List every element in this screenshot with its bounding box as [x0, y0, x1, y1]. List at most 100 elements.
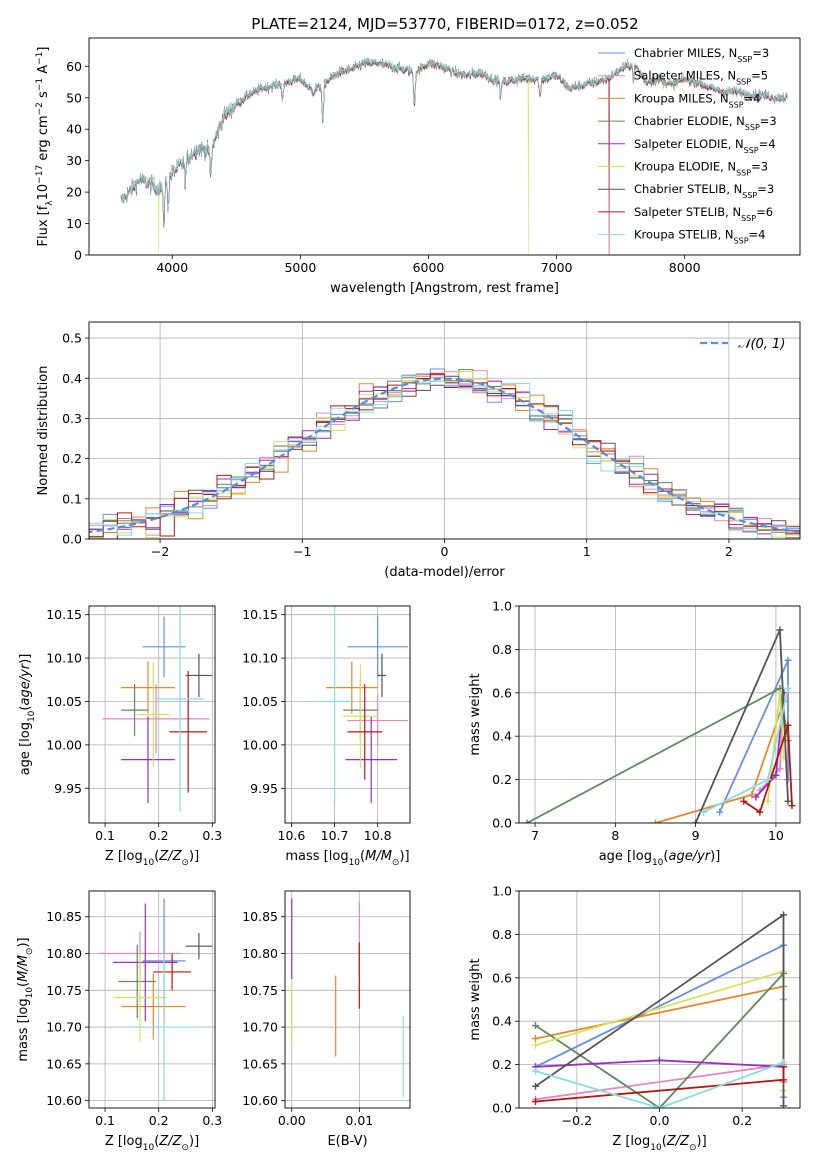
errorbar-point	[121, 716, 175, 804]
mass-weight-line	[535, 1061, 784, 1108]
legend: Chabrier MILES, NSSP=3 Salpeter MILES, NS…	[598, 46, 777, 245]
panel-age_vs_Z: 0.1 0.2 0.3 9.95 10.00 10.05 10.10 10.15 Z [log1…	[18, 605, 222, 868]
y-tick-label: 50	[66, 90, 82, 105]
x-tick-label: 10	[768, 828, 784, 843]
y-tick-label: 10.65	[46, 1056, 82, 1071]
mass-weight-marker	[779, 1102, 787, 1108]
y-tick-label: 0.6	[492, 685, 512, 700]
mass-weight-marker	[532, 1097, 540, 1105]
y-tick-label: 0.0	[62, 532, 82, 547]
x-tick-label: 10.8	[364, 828, 392, 843]
y-tick-label: 30	[66, 153, 82, 168]
mass-weight-marker	[532, 1082, 540, 1090]
x-tick-label: 9	[692, 828, 700, 843]
x-tick-label: 4000	[156, 260, 188, 275]
y-tick-label: 1.0	[492, 884, 512, 899]
errorbar-point	[113, 903, 178, 1022]
mass-weight-marker	[532, 1035, 540, 1043]
figure-title: PLATE=2124, MJD=53770, FIBERID=0172, z=0…	[251, 15, 638, 33]
errorbar-point	[102, 684, 210, 754]
y-tick-label: 60	[66, 59, 82, 74]
legend-entry: Chabrier MILES, NSSP=3	[634, 46, 769, 64]
errorbar-point	[377, 653, 387, 698]
y-tick-label: 0	[74, 248, 82, 263]
y-tick-label: 10.60	[46, 1093, 82, 1108]
plot-area-mass_vs_EBV	[285, 891, 410, 1108]
y-tick-label: 10.05	[46, 694, 82, 709]
mass-weight-line	[526, 687, 789, 823]
plot-area-age_vs_mass	[285, 606, 410, 823]
mass-weight-marker	[784, 721, 792, 729]
y-tick-label: 10.85	[46, 909, 82, 924]
panel-mass_weight_vs_Z: −0.2 0.0 0.2 0.0 0.2 0.4 0.6 0.8 1.0 Z [log10(Z/Z…	[468, 884, 801, 1153]
y-tick-label: 10.00	[242, 737, 278, 752]
x-tick-label: 1	[583, 544, 591, 559]
legend-entry: Kroupa ELODIE, NSSP=3	[634, 160, 768, 178]
y-tick-label: 10.60	[242, 1093, 278, 1108]
x-axis-label: Z [log10(Z/Z⊙)]	[105, 849, 199, 868]
mass-weight-marker	[656, 1104, 663, 1108]
x-tick-label: 0.00	[278, 1113, 306, 1128]
legend-entry: Salpeter STELIB, NSSP=6	[634, 205, 773, 223]
mass-weight-marker	[776, 626, 784, 634]
x-tick-label: 0.2	[149, 1113, 169, 1128]
x-tick-label: 0.2	[149, 828, 169, 843]
errorbar-point	[121, 661, 175, 714]
errorbar-point	[325, 661, 378, 714]
y-tick-label: 10.00	[46, 737, 82, 752]
errorbar-point	[317, 606, 352, 806]
y-tick-label: 10.80	[242, 946, 278, 961]
mass-weight-marker	[784, 684, 792, 692]
errorbar-point	[121, 684, 148, 737]
mass-weight-marker	[656, 1056, 663, 1064]
y-axis-label: mass [log10(M/M⊙)]	[16, 937, 35, 1061]
mass-weight-marker	[700, 808, 708, 816]
mass-weight-marker	[784, 797, 792, 805]
y-tick-label: 0.0	[492, 1101, 512, 1116]
y-axis-label: Normed distribution	[36, 366, 51, 496]
panel-mass_weight_vs_age: 7 8 9 10 0.0 0.2 0.4 0.6 0.8 1.0 age [log10(age/yr…	[468, 599, 801, 868]
mass-weight-marker	[523, 819, 531, 823]
y-tick-label: 0.2	[62, 451, 82, 466]
mass-weight-marker	[532, 1022, 540, 1030]
y-tick-label: 20	[66, 185, 82, 200]
mass-weight-marker	[779, 1076, 787, 1084]
spectrum-line	[120, 58, 788, 255]
normal-reference-curve	[89, 377, 800, 534]
y-tick-label: 10.85	[242, 909, 278, 924]
mass-weight-marker	[752, 793, 760, 801]
axes-frame	[88, 37, 801, 256]
y-tick-label: 10.10	[46, 651, 82, 666]
mass-weight-marker	[692, 819, 700, 823]
errorbar-point	[156, 606, 205, 812]
legend-entry: Kroupa MILES, NSSP=4	[634, 91, 760, 109]
spectrum-line	[120, 58, 788, 255]
mass-weight-marker	[532, 1067, 540, 1075]
panel-mass_vs_Z: 0.1 0.2 0.3 10.60 10.65 10.70 10.75 10.80 10.85 Z…	[16, 890, 222, 1153]
x-tick-label: 0.1	[95, 1113, 115, 1128]
errorbar-point	[343, 664, 378, 769]
x-tick-label: 0.3	[202, 828, 222, 843]
axes-frame	[88, 890, 216, 1109]
plot-area-residuals	[89, 322, 800, 539]
x-tick-label: 5000	[284, 260, 316, 275]
mass-weight-marker	[740, 797, 748, 805]
mass-weight-line	[535, 972, 785, 1108]
axes-frame	[518, 605, 801, 824]
mass-weight-marker	[772, 771, 780, 779]
y-tick-label: 0.1	[62, 491, 82, 506]
panel-spectrum: 4000 5000 6000 7000 8000 0 10 20 30 40 50 60 Chabrie…	[35, 37, 801, 296]
y-tick-label: 0.8	[492, 642, 512, 657]
panel-mass_vs_EBV: 0.00 0.01 10.60 10.65 10.70 10.75 10.80 10.85 E(…	[242, 890, 411, 1149]
axes-frame	[284, 890, 411, 1109]
axes-frame	[518, 890, 801, 1109]
spectrum-line	[120, 56, 788, 228]
errorbar-point	[153, 953, 191, 991]
x-axis-label: wavelength [Angstrom, rest frame]	[330, 281, 559, 296]
x-tick-label: 0	[441, 544, 449, 559]
errorbar-point	[118, 944, 157, 1019]
mass-weight-marker	[756, 808, 764, 816]
y-tick-label: 10.80	[46, 946, 82, 961]
plot-area-mass_weight_vs_age	[519, 606, 800, 823]
